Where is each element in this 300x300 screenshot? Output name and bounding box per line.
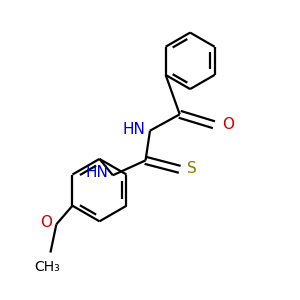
- Text: CH₃: CH₃: [34, 260, 60, 274]
- Text: O: O: [40, 215, 52, 230]
- Text: S: S: [187, 161, 197, 176]
- Text: O: O: [222, 117, 234, 132]
- Text: HN: HN: [123, 122, 146, 137]
- Text: HN: HN: [85, 165, 108, 180]
